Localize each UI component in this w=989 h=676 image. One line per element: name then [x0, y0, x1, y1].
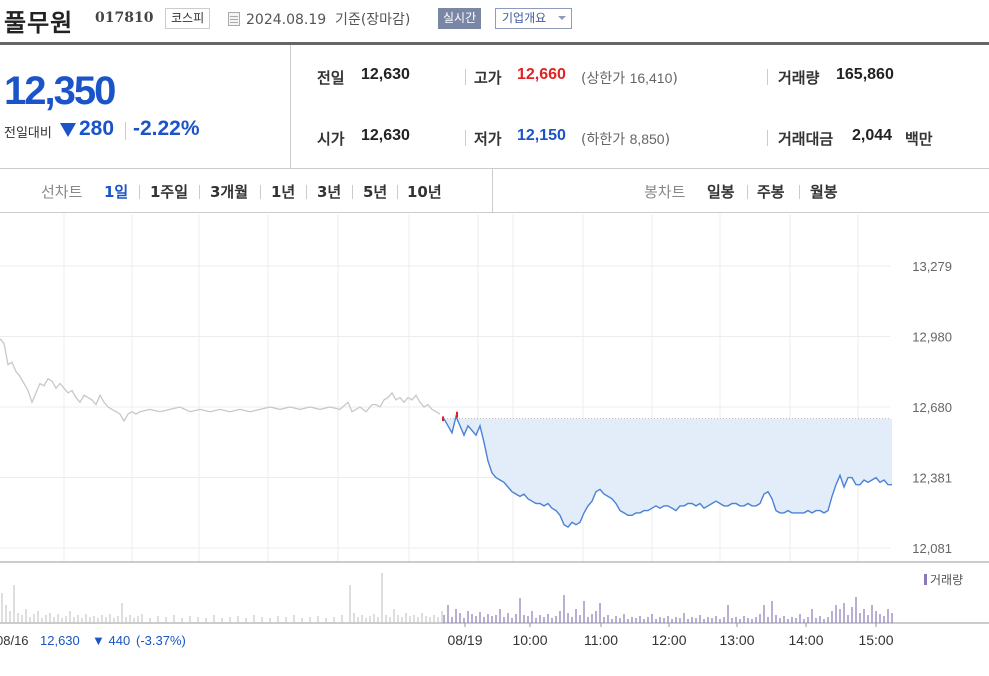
line-series-today	[443, 414, 892, 529]
x-tick-label: 11:00	[584, 632, 618, 648]
tab-divider	[139, 185, 140, 199]
tab-divider	[397, 185, 398, 199]
tab-1year[interactable]: 1년	[271, 183, 296, 201]
change-percent: -2.22%	[133, 117, 200, 140]
x-tick-label: 15:00	[858, 632, 893, 648]
trade-value-unit: 백만	[905, 130, 933, 148]
line-series-prev-day	[0, 338, 441, 423]
calendar-icon	[228, 12, 240, 26]
tabs-divider	[492, 169, 493, 212]
market-badge: 코스피	[165, 8, 211, 29]
y-tick-label: 12,381	[912, 471, 952, 486]
tab-1day[interactable]: 1일	[104, 183, 129, 201]
prev-close-value: 12,630	[361, 66, 410, 83]
area-series-today	[444, 416, 892, 528]
tab-monthly-candle[interactable]: 월봉	[810, 183, 838, 201]
change-amount: 280	[79, 117, 115, 140]
candle-chart-label: 봉차트	[644, 183, 686, 201]
chart-tabs: 선차트 1일 1주일 3개월 1년 3년 5년 10년 봉차트 일봉 주봉 월봉	[0, 169, 989, 213]
quote-panel: 12,350 전일대비 280 -2.22% 전일 12,630 고가 12,6…	[0, 45, 989, 169]
tab-3months[interactable]: 3개월	[210, 183, 249, 201]
high-value: 12,660	[517, 66, 566, 83]
x-tick-label: 14:00	[788, 632, 823, 648]
low-label: 저가	[474, 130, 502, 148]
x-tick-label: 12:00	[651, 632, 686, 648]
open-label: 시가	[317, 130, 345, 148]
down-arrow-icon	[60, 123, 76, 137]
stock-name: 풀무원	[4, 9, 74, 37]
as-of-date: 2024.08.19 기준(장마감)	[246, 12, 411, 28]
tab-1week[interactable]: 1주일	[150, 183, 189, 201]
prev-day-close: 12,630	[40, 633, 80, 648]
trade-value-label: 거래대금	[778, 130, 834, 148]
volume-label: 거래량	[778, 69, 820, 87]
tab-divider	[799, 185, 800, 199]
low-value: 12,150	[517, 127, 566, 144]
tab-divider	[352, 185, 353, 199]
upper-limit-label: (상한가	[581, 71, 626, 87]
tab-divider	[747, 185, 748, 199]
chevron-down-icon	[558, 16, 566, 20]
prev-day-date: 08/16	[0, 633, 29, 648]
tab-10years[interactable]: 10년	[407, 183, 442, 201]
divider	[767, 130, 768, 146]
upper-limit: (상한가 16,410)	[581, 70, 678, 87]
divider	[465, 69, 466, 85]
prev-day-label: 전일대비	[4, 126, 52, 141]
tab-daily-candle[interactable]: 일봉	[707, 183, 735, 201]
company-info-dropdown[interactable]: 기업개요	[495, 8, 572, 29]
high-label: 고가	[474, 69, 502, 87]
divider	[465, 130, 466, 146]
header-divider	[0, 42, 989, 45]
current-price-box: 12,350 전일대비 280 -2.22%	[0, 45, 291, 168]
volume-value: 165,860	[836, 66, 894, 83]
y-tick-label: 13,279	[912, 259, 952, 274]
x-tick-label: 08/19	[447, 632, 482, 648]
prev-close-label: 전일	[317, 69, 345, 87]
realtime-button[interactable]: 실시간	[438, 8, 482, 29]
y-tick-label: 12,680	[912, 400, 952, 415]
lower-limit: (하한가 8,850)	[581, 131, 671, 148]
line-chart-label: 선차트	[41, 183, 83, 201]
tab-divider	[306, 185, 307, 199]
y-tick-label: 12,980	[912, 330, 952, 345]
open-value: 12,630	[361, 127, 410, 144]
x-tick-label: 10:00	[512, 632, 547, 648]
divider	[767, 69, 768, 85]
y-tick-label: 12,081	[912, 541, 952, 556]
volume-legend-swatch	[924, 574, 927, 585]
company-info-label: 기업개요	[502, 11, 547, 25]
stock-code: 017810	[95, 10, 154, 26]
tab-divider	[260, 185, 261, 199]
tab-weekly-candle[interactable]: 주봉	[757, 183, 785, 201]
prev-day-change: ▼ 440	[92, 633, 130, 648]
tab-divider	[199, 185, 200, 199]
current-price: 12,350	[4, 69, 116, 113]
divider	[125, 122, 126, 140]
upper-limit-value: 16,410	[629, 70, 673, 86]
price-chart[interactable]: 13,279 12,980 12,680 12,381 12,081 거래량 08/19 10…	[0, 214, 989, 676]
stock-header: 풀무원 017810 코스피 2024.08.19 기준(장마감) 실시간 기업…	[0, 0, 989, 42]
tab-3years[interactable]: 3년	[317, 183, 342, 201]
lower-limit-value: 8,850	[629, 131, 665, 147]
x-tick-label: 13:00	[719, 632, 754, 648]
trade-value: 2,044	[852, 127, 893, 144]
prev-day-percent: (-3.37%)	[136, 633, 186, 648]
price-chart-svg: 13,279 12,980 12,680 12,381 12,081 거래량 08/19 10…	[0, 214, 989, 648]
lower-limit-label: (하한가	[581, 132, 626, 148]
tab-5years[interactable]: 5년	[363, 183, 388, 201]
volume-legend-label: 거래량	[930, 573, 963, 587]
